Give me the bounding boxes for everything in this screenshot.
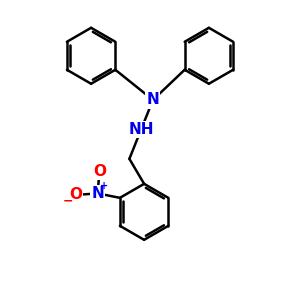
Text: O: O <box>93 164 106 179</box>
Text: +: + <box>100 181 108 191</box>
Text: NH: NH <box>128 122 154 137</box>
Text: N: N <box>92 186 104 201</box>
Text: O: O <box>69 188 82 202</box>
Text: −: − <box>63 194 74 207</box>
Text: N: N <box>147 92 159 107</box>
